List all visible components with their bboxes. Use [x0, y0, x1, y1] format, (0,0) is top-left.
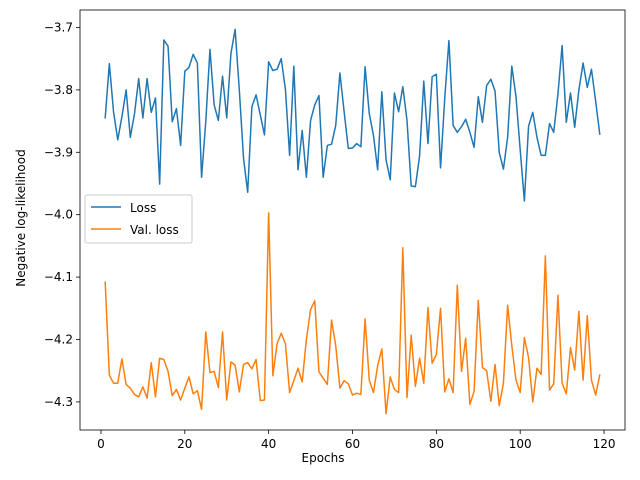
y-axis-label: Negative log-likelihood [14, 149, 28, 286]
x-tick-label: 80 [429, 437, 444, 451]
x-tick-label: 120 [593, 437, 616, 451]
y-tick-label: −4.1 [44, 270, 73, 284]
x-tick-label: 20 [177, 437, 192, 451]
plot-area [104, 28, 601, 415]
y-tick-label: −4.0 [44, 208, 73, 222]
x-tick-label: 40 [261, 437, 276, 451]
y-tick-label: −4.3 [44, 395, 73, 409]
x-axis: 0 20 40 60 80 100 120 [97, 430, 615, 451]
legend-label-val-loss: Val. loss [130, 223, 179, 237]
series-line-val-loss [104, 212, 601, 415]
y-tick-label: −3.7 [44, 20, 73, 34]
y-tick-label: −3.8 [44, 83, 73, 97]
series-line-loss [104, 28, 601, 202]
x-axis-label: Epochs [302, 451, 345, 465]
x-tick-label: 0 [97, 437, 105, 451]
legend-label-loss: Loss [130, 201, 156, 215]
y-tick-label: −4.2 [44, 333, 73, 347]
x-tick-label: 60 [345, 437, 360, 451]
legend: Loss Val. loss [84, 194, 193, 244]
y-tick-label: −3.9 [44, 145, 73, 159]
y-axis: −4.3 −4.2 −4.1 −4.0 −3.9 −3.8 −3.7 [44, 20, 80, 409]
x-tick-label: 100 [509, 437, 532, 451]
